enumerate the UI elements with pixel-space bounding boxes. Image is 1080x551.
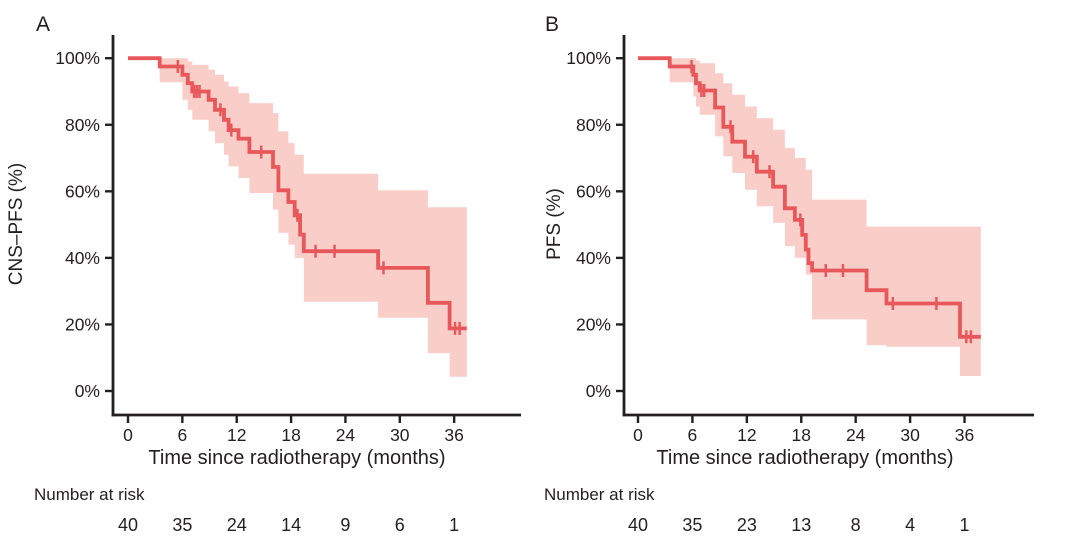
y-tick-label: 100%	[566, 48, 611, 68]
confidence-band	[669, 58, 981, 376]
km-chart-cns-pfs: 0% 20% 40% 60% 80% 100% 0 40 6 35 12 24 18 14 24 9 30 6 36…	[55, 35, 521, 535]
number-at-risk-value: 35	[172, 515, 192, 535]
panel-b-x-axis-title: Time since radiotherapy (months)	[656, 447, 954, 469]
x-tick-label: 18	[281, 425, 300, 445]
x-tick-label: 6	[177, 425, 187, 445]
panel-a: 0% 20% 40% 60% 80% 100% 0 40 6 35 12 24 18 14 24 9 30 6 36…	[6, 13, 521, 535]
x-tick-label: 36	[955, 425, 974, 445]
y-tick-label: 20%	[65, 314, 100, 334]
y-tick-label: 40%	[65, 248, 100, 268]
y-tick-label: 40%	[576, 248, 611, 268]
y-tick-label: 100%	[55, 48, 100, 68]
number-at-risk-value: 4	[905, 515, 915, 535]
number-at-risk-value: 6	[395, 515, 405, 535]
panel-b: 0% 20% 40% 60% 80% 100% 0 40 6 35 12 23 18 13 24 8 30 4 36…	[540, 0, 1080, 551]
x-tick-label: 12	[737, 425, 756, 445]
x-tick-label: 24	[846, 425, 866, 445]
y-tick-label: 80%	[576, 115, 611, 135]
confidence-band	[159, 58, 467, 377]
x-tick-label: 6	[688, 425, 698, 445]
panel-a-number-at-risk-label: Number at risk	[34, 485, 145, 504]
panel-a-y-axis-title: CNS–PFS (%)	[6, 162, 27, 286]
number-at-risk-value: 40	[118, 515, 138, 535]
panel-b-number-at-risk-label: Number at risk	[544, 485, 655, 504]
x-tick-label: 0	[123, 425, 133, 445]
x-tick-label: 0	[633, 425, 643, 445]
number-at-risk-value: 8	[851, 515, 861, 535]
number-at-risk-value: 14	[281, 515, 301, 535]
panel-a-letter: A	[36, 13, 51, 36]
number-at-risk-value: 35	[682, 515, 702, 535]
y-tick-label: 20%	[576, 314, 611, 334]
number-at-risk-value: 40	[628, 515, 648, 535]
number-at-risk-value: 23	[737, 515, 757, 535]
x-tick-label: 18	[792, 425, 811, 445]
y-tick-label: 60%	[576, 181, 611, 201]
y-tick-label: 0%	[75, 381, 100, 401]
y-tick-label: 60%	[65, 181, 100, 201]
panel-a-x-axis-title: Time since radiotherapy (months)	[148, 447, 446, 469]
x-tick-label: 36	[444, 425, 463, 445]
x-tick-label: 24	[336, 425, 356, 445]
y-tick-label: 80%	[65, 115, 100, 135]
x-tick-label: 30	[390, 425, 410, 445]
number-at-risk-value: 1	[449, 515, 459, 535]
number-at-risk-value: 1	[960, 515, 970, 535]
x-tick-label: 30	[900, 425, 920, 445]
number-at-risk-value: 24	[227, 515, 247, 535]
panel-b-letter: B	[545, 13, 560, 36]
number-at-risk-value: 13	[791, 515, 811, 535]
survival-curve	[128, 56, 467, 331]
number-at-risk-value: 9	[340, 515, 350, 535]
y-tick-label: 0%	[586, 381, 611, 401]
panel-b-y-axis-title: PFS (%)	[544, 188, 565, 260]
x-tick-label: 12	[227, 425, 246, 445]
km-chart-pfs: 0% 20% 40% 60% 80% 100% 0 40 6 35 12 23 18 13 24 8 30 4 36…	[566, 35, 1034, 535]
survival-curve	[638, 56, 981, 339]
